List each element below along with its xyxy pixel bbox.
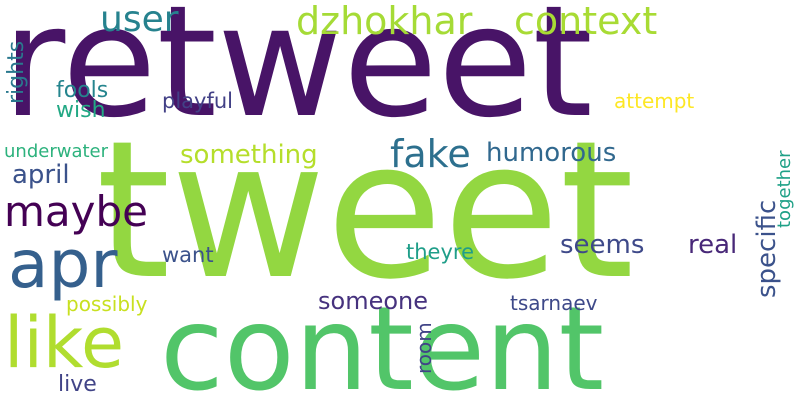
word-together: together xyxy=(774,150,795,228)
word-maybe: maybe xyxy=(4,187,149,236)
word-context: context xyxy=(514,0,658,43)
word-tsarnaev: tsarnaev xyxy=(510,291,598,315)
word-want: want xyxy=(162,243,214,267)
word-attempt: attempt xyxy=(614,89,695,113)
word-april: april xyxy=(12,160,70,190)
word-underwater: underwater xyxy=(4,141,109,162)
word-fake: fake xyxy=(390,132,471,176)
word-tweet: tweet xyxy=(96,100,635,321)
word-retweet: retweet xyxy=(2,0,593,152)
word-playful: playful xyxy=(162,89,233,113)
word-possibly: possibly xyxy=(66,292,148,316)
word-fools: fools xyxy=(56,78,109,103)
word-dzhokhar: dzhokhar xyxy=(296,0,473,43)
word-something: something xyxy=(180,140,318,170)
word-someone: someone xyxy=(318,287,428,315)
word-real: real xyxy=(688,230,738,260)
word-user: user xyxy=(100,0,179,40)
word-rights: rights xyxy=(4,40,29,104)
word-seems: seems xyxy=(560,230,645,260)
word-live: live xyxy=(58,372,97,397)
word-room: room xyxy=(412,322,436,374)
word-content: content xyxy=(160,282,605,400)
word-apr: apr xyxy=(8,226,118,303)
word-humorous: humorous xyxy=(486,138,617,168)
word-like: like xyxy=(4,302,125,384)
word-theyre: theyre xyxy=(406,240,474,264)
word-wish: wish xyxy=(56,98,106,123)
